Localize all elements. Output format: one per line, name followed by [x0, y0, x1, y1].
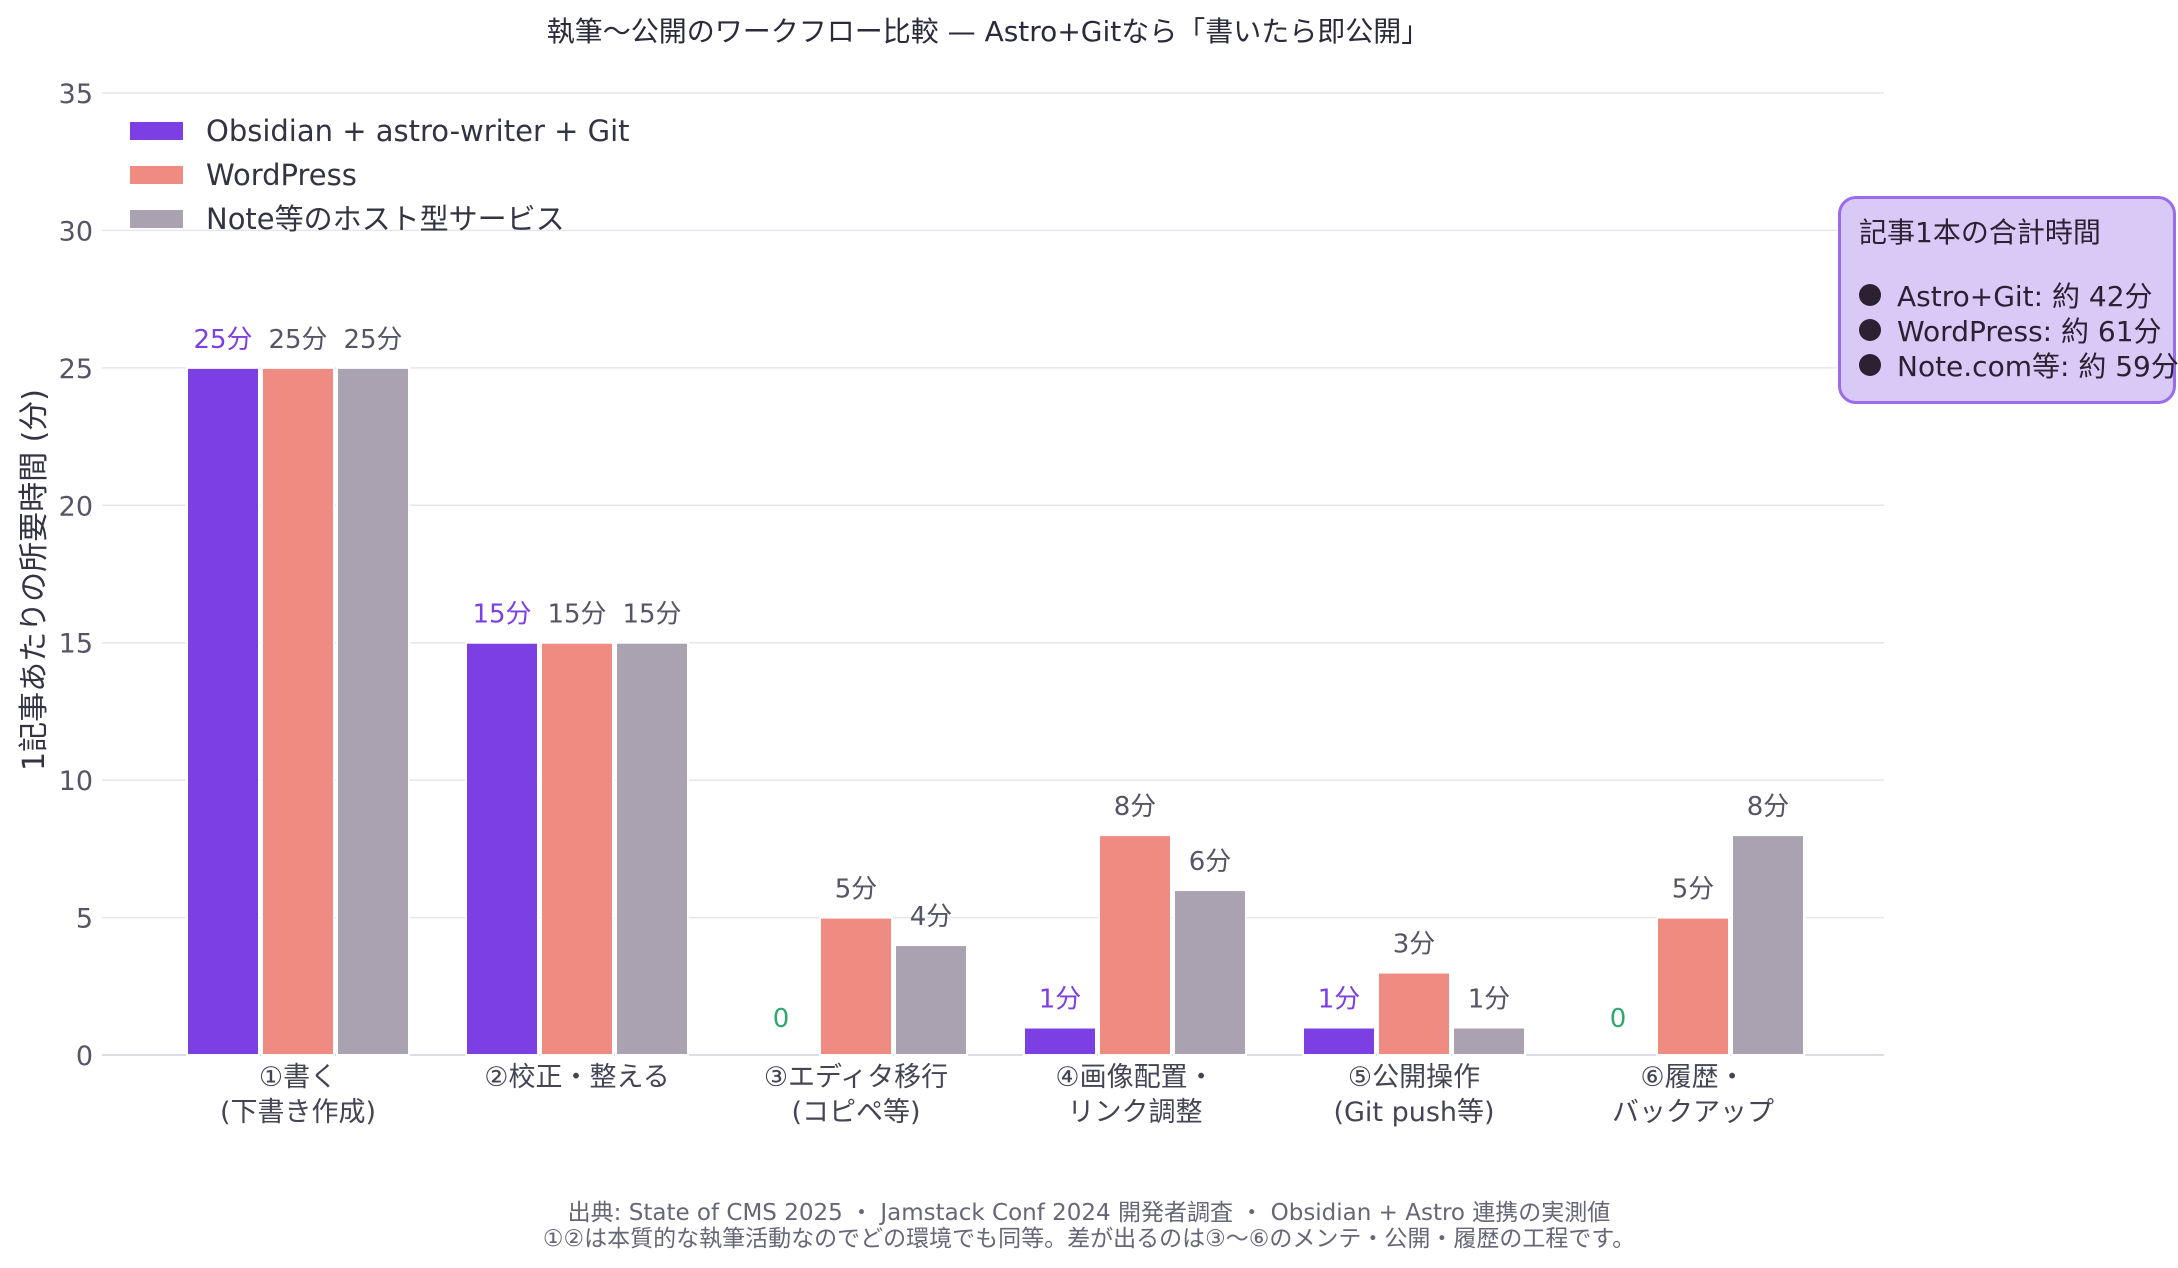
data-label: 0	[1610, 1004, 1627, 1034]
summary-title: 記事1本の合計時間	[1859, 216, 2101, 249]
bar	[1023, 1026, 1097, 1056]
bullet-dot-icon	[1859, 353, 1881, 376]
x-tick-label: ③エディタ移行	[764, 1062, 948, 1093]
data-label: 3分	[1393, 930, 1436, 960]
legend-label: Obsidian + astro-writer + Git	[206, 114, 630, 148]
summary-line: Note.com等: 約 59分	[1859, 347, 2178, 383]
legend-label: Note等のホスト型サービス	[206, 202, 565, 236]
data-label: 5分	[835, 875, 878, 905]
y-axis-label: 1記事あたりの所要時間 (分)	[17, 389, 52, 771]
bar	[465, 641, 539, 1056]
data-label: 15分	[547, 600, 606, 630]
x-tick-labels: ①書く (下書き作成) ②校正・整える ③エディタ移行 (コピペ等) ④画像配置・リンク調…	[220, 1062, 1774, 1128]
x-tick-label: ②校正・整える	[484, 1062, 669, 1093]
summary-line: WordPress: 約 61分	[1859, 312, 2162, 348]
summary-line: Astro+Git: 約 42分	[1859, 277, 2155, 313]
bar	[1452, 1026, 1526, 1056]
bar	[615, 641, 689, 1056]
data-label: 25分	[268, 325, 327, 355]
x-tick-label: (コピペ等)	[791, 1097, 920, 1128]
data-label: 0	[773, 1004, 790, 1034]
data-label: 1分	[1039, 985, 1082, 1015]
data-label: 5分	[1672, 875, 1715, 905]
legend-swatch	[130, 122, 183, 140]
legend-swatch	[130, 210, 183, 228]
bar	[1302, 1026, 1376, 1056]
x-tick-label: バックアップ	[1612, 1097, 1774, 1128]
legend-label: WordPress	[206, 158, 357, 192]
data-label: 1分	[1468, 985, 1511, 1015]
bar	[1173, 889, 1247, 1056]
summary-box: 記事1本の合計時間 Astro+Git: 約 42分 WordPress: 約 …	[1838, 196, 2178, 404]
bar	[336, 366, 410, 1057]
y-tick-label: 25	[59, 354, 93, 385]
y-tick-label: 20	[59, 491, 93, 522]
legend: Obsidian + astro-writer + Git WordPress No…	[130, 114, 630, 236]
data-label: 25分	[193, 325, 252, 355]
bar	[540, 641, 614, 1056]
x-tick-label: ④画像配置・	[1055, 1062, 1214, 1093]
bar	[1656, 916, 1730, 1056]
x-tick-label: ⑥履歴・	[1640, 1062, 1745, 1093]
y-tick-label: 0	[76, 1041, 93, 1072]
legend-swatch	[130, 166, 183, 184]
bars	[186, 366, 1805, 1057]
footer-source: 出典: State of CMS 2025 ・ Jamstack Conf 20…	[567, 1200, 1611, 1226]
y-tick-label: 15	[59, 629, 93, 660]
bullet-dot-icon	[1859, 283, 1881, 306]
y-tick-labels: 0 5 10 15 20 25 30 35	[59, 79, 93, 1072]
bar	[819, 916, 893, 1056]
x-tick-label: ①書く	[259, 1062, 337, 1093]
summary-line-text: WordPress: 約 61分	[1897, 314, 2162, 348]
data-label: 8分	[1747, 792, 1790, 822]
y-tick-label: 35	[59, 79, 93, 110]
bullet-dot-icon	[1859, 318, 1881, 341]
x-tick-label: リンク調整	[1068, 1097, 1203, 1128]
bar	[1377, 971, 1451, 1056]
data-label: 6分	[1189, 847, 1232, 877]
data-label: 1分	[1318, 985, 1361, 1015]
bar	[1098, 834, 1172, 1056]
data-label: 4分	[910, 902, 953, 932]
data-label: 25分	[343, 325, 402, 355]
chart-title: 執筆〜公開のワークフロー比較 — Astro+Gitなら「書いたら即公開」	[547, 15, 1429, 48]
x-tick-label: (Git push等)	[1333, 1097, 1494, 1128]
x-tick-label: (下書き作成)	[220, 1097, 376, 1128]
data-label: 15分	[622, 600, 681, 630]
summary-line-text: Note.com等: 約 59分	[1897, 349, 2178, 383]
y-tick-label: 10	[59, 766, 93, 797]
x-tick-label: ⑤公開操作	[1348, 1062, 1480, 1093]
bar	[1731, 834, 1805, 1056]
footer-note: ①②は本質的な執筆活動なのでどの環境でも同等。差が出るのは③〜⑥のメンテ・公開・…	[542, 1226, 1636, 1252]
bar	[261, 366, 335, 1057]
data-label: 8分	[1114, 792, 1157, 822]
summary-line-text: Astro+Git: 約 42分	[1897, 279, 2153, 313]
y-tick-label: 30	[59, 216, 93, 247]
bar-value-labels: 25分 25分 25分 15分 15分 15分 0 5分 4分 1分 8分 6分 1分 3分 1分 0 5分 8分	[193, 325, 1789, 1034]
bar	[186, 366, 260, 1057]
y-tick-label: 5	[76, 904, 93, 935]
bar	[894, 944, 968, 1056]
data-label: 15分	[472, 600, 531, 630]
